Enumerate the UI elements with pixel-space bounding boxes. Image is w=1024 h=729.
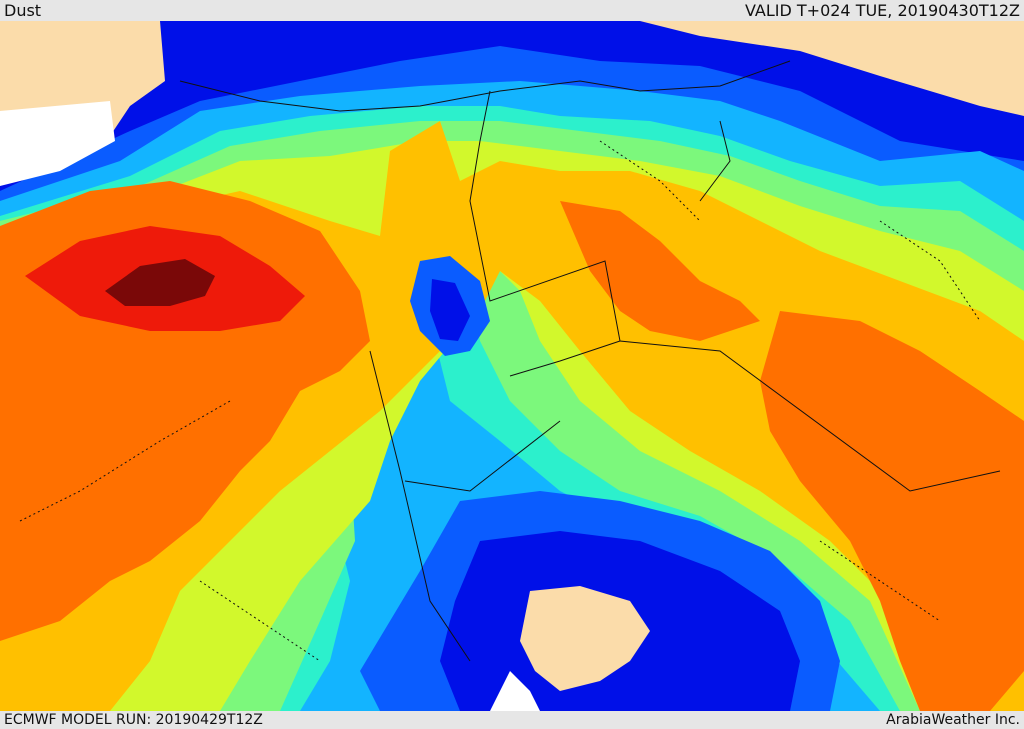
land-north-east <box>640 21 1024 116</box>
border-line-3 <box>369 350 471 662</box>
region-borders <box>19 140 981 662</box>
dotted-line-1 <box>19 400 231 522</box>
border-line-6 <box>699 120 731 202</box>
border-line-2 <box>469 90 1001 492</box>
valid-time-label: VALID T+024 TUE, 20190430T12Z <box>744 1 1020 20</box>
header-bar: Dust VALID T+024 TUE, 20190430T12Z <box>0 0 1024 22</box>
credit-label: ArabiaWeather Inc. <box>886 712 1020 728</box>
border-line-4 <box>509 340 621 377</box>
dotted-line-5 <box>819 540 941 622</box>
level-8-iraq <box>560 201 760 341</box>
level-10-core <box>105 259 215 306</box>
product-title: Dust <box>4 1 42 20</box>
sea-aegean <box>0 101 115 186</box>
dust-forecast-map <box>0 21 1024 711</box>
land-patch-south <box>520 586 650 691</box>
dotted-line-4 <box>199 580 321 662</box>
dotted-line-2 <box>879 220 981 322</box>
level-8-east <box>760 311 1024 711</box>
border-line-1 <box>179 60 791 112</box>
footer-bar: ECMWF MODEL RUN: 20190429T12Z ArabiaWeat… <box>0 711 1024 729</box>
border-line-5 <box>404 420 561 492</box>
blue-band-north <box>0 21 1024 191</box>
level-1-lobe-levant <box>430 279 470 341</box>
sea-red-sea-south <box>490 671 540 711</box>
dust-field-svg <box>0 21 1024 711</box>
country-borders <box>179 60 1001 662</box>
model-run-label: ECMWF MODEL RUN: 20190429T12Z <box>4 712 263 728</box>
